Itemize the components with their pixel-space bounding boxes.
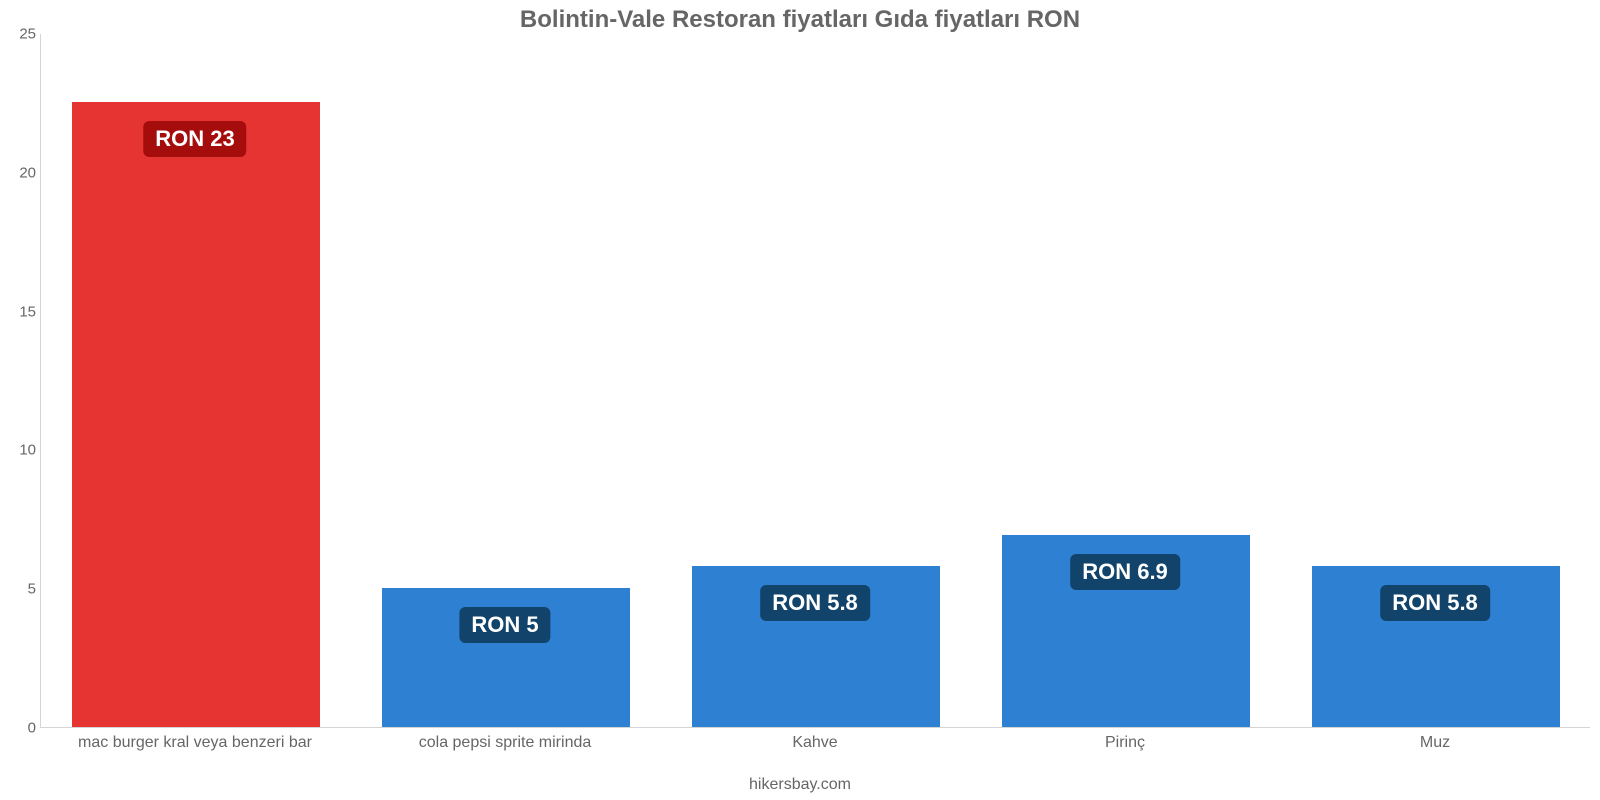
chart-title: Bolintin-Vale Restoran fiyatları Gıda fi… bbox=[0, 6, 1600, 34]
bar-value-label: RON 5.8 bbox=[1380, 585, 1490, 621]
y-tick-label: 10 bbox=[0, 442, 36, 459]
bar-value-label: RON 5 bbox=[459, 607, 550, 643]
y-tick-label: 15 bbox=[0, 303, 36, 320]
bar bbox=[72, 102, 320, 727]
x-category-label: Kahve bbox=[792, 734, 837, 752]
y-tick-label: 0 bbox=[0, 720, 36, 737]
x-category-label: Muz bbox=[1420, 734, 1450, 752]
chart-credit: hikersbay.com bbox=[0, 776, 1600, 794]
plot-area bbox=[40, 34, 1590, 728]
price-bar-chart: Bolintin-Vale Restoran fiyatları Gıda fi… bbox=[0, 0, 1600, 800]
bar-value-label: RON 5.8 bbox=[760, 585, 870, 621]
y-tick-label: 5 bbox=[0, 581, 36, 598]
x-category-label: cola pepsi sprite mirinda bbox=[419, 734, 592, 752]
bar-value-label: RON 23 bbox=[143, 121, 246, 157]
x-category-label: Pirinç bbox=[1105, 734, 1145, 752]
y-tick-label: 25 bbox=[0, 26, 36, 43]
x-category-label: mac burger kral veya benzeri bar bbox=[78, 734, 312, 752]
bar-value-label: RON 6.9 bbox=[1070, 554, 1180, 590]
y-tick-label: 20 bbox=[0, 164, 36, 181]
